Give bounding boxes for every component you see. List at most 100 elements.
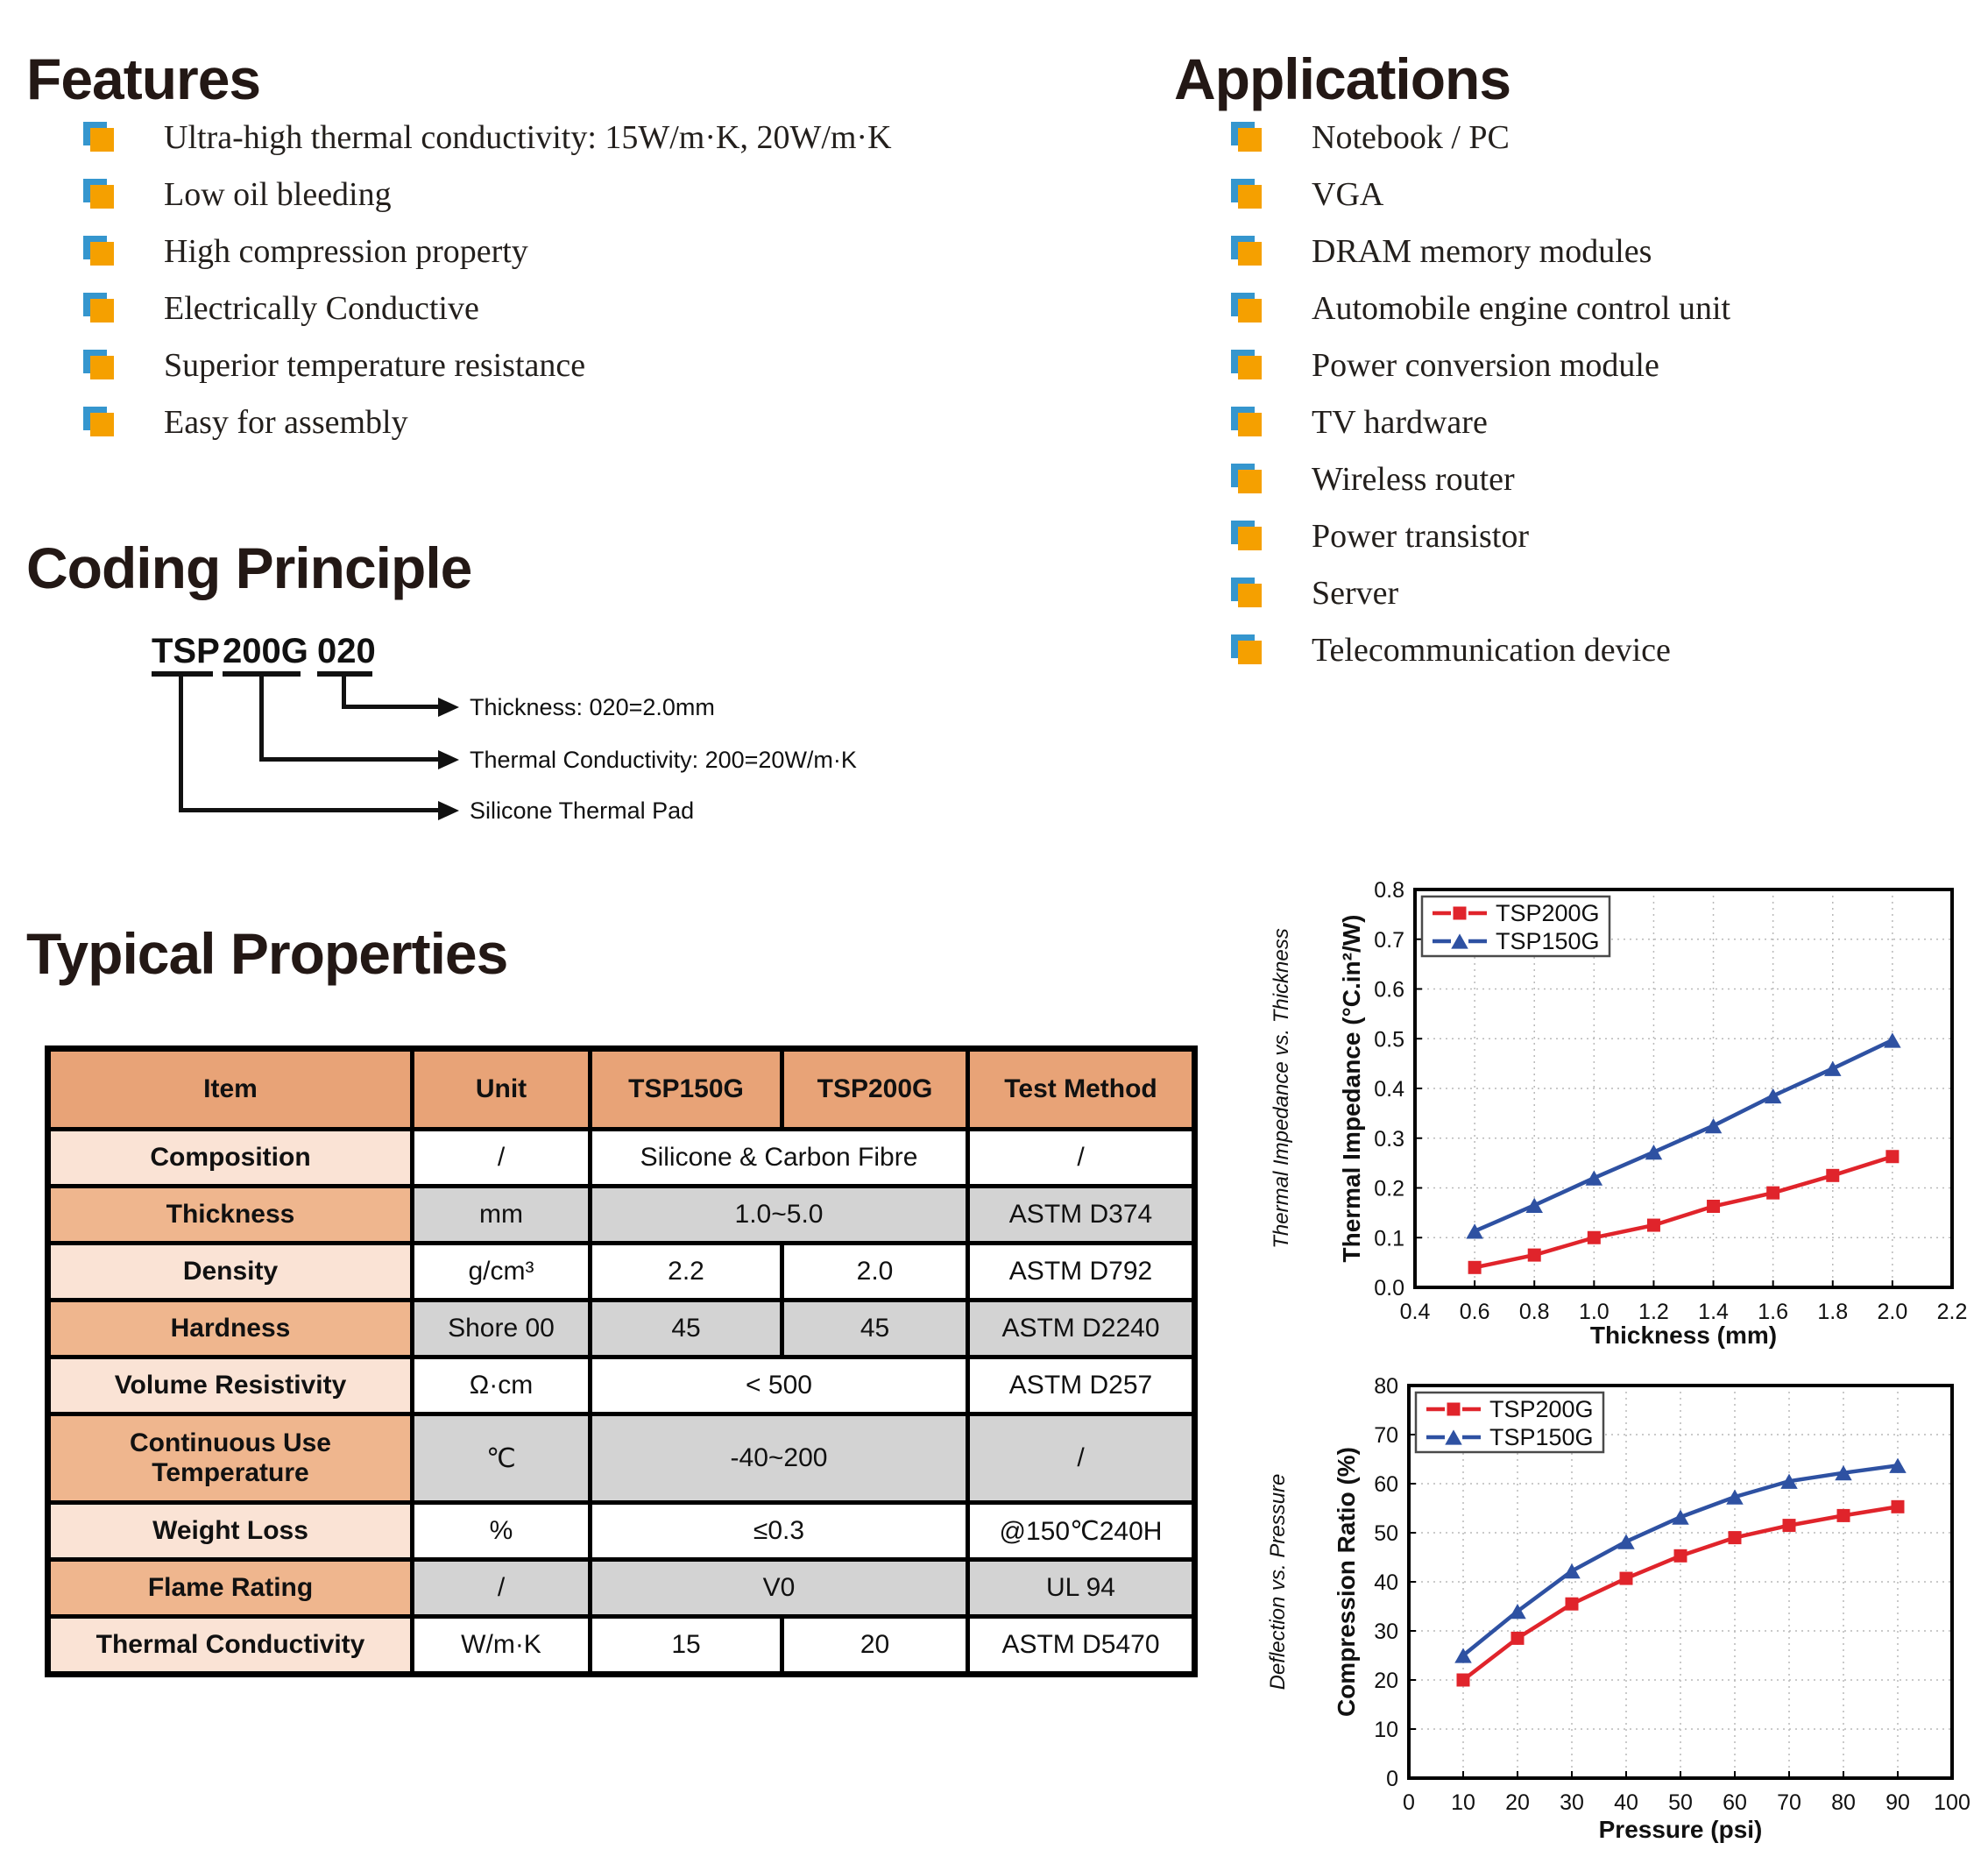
svg-text:30: 30: [1560, 1790, 1584, 1815]
row-unit-value: mm: [410, 1184, 592, 1245]
bullet-square-icon: [83, 122, 115, 152]
row-unit-value: Ω·cm: [410, 1355, 592, 1416]
bullet-square-icon: [1231, 293, 1263, 323]
svg-text:1.6: 1.6: [1758, 1300, 1788, 1324]
svg-text:10: 10: [1374, 1718, 1398, 1742]
column-header: TSP200G: [780, 1046, 970, 1131]
applications-list: Notebook / PC VGA DRAM memory modules Autom…: [1231, 109, 1730, 678]
row-test-method-value: UL 94: [966, 1557, 1197, 1619]
row-unit-value: %: [410, 1500, 592, 1562]
row-tsp200g-value: 20: [780, 1614, 970, 1676]
row-shared-value: ≤0.3: [588, 1500, 970, 1562]
svg-text:50: 50: [1374, 1521, 1398, 1546]
row-shared-value: 1.0~5.0: [588, 1184, 970, 1245]
application-item-label: Wireless router: [1312, 460, 1515, 498]
feature-item-label: Low oil bleeding: [164, 175, 392, 213]
coding-principle-heading: Coding Principle: [26, 535, 472, 601]
svg-text:10: 10: [1451, 1790, 1475, 1815]
svg-text:TSP200G: TSP200G: [1496, 900, 1600, 926]
row-tsp150g-value: 45: [588, 1298, 784, 1359]
svg-text:60: 60: [1723, 1790, 1747, 1815]
application-item-label: Server: [1312, 574, 1399, 612]
svg-text:80: 80: [1831, 1790, 1856, 1815]
feature-item-label: Electrically Conductive: [164, 289, 479, 327]
applications-heading: Applications: [1174, 46, 1511, 112]
bullet-square-icon: [83, 407, 115, 437]
svg-text:0.0: 0.0: [1374, 1276, 1404, 1301]
typical-properties-heading: Typical Properties: [26, 921, 508, 987]
svg-text:Compression Ratio (%): Compression Ratio (%): [1333, 1447, 1360, 1717]
row-unit-value: W/m·K: [410, 1614, 592, 1676]
row-shared-value: -40~200: [588, 1412, 970, 1505]
svg-text:20: 20: [1374, 1669, 1398, 1693]
application-item: Wireless router: [1231, 450, 1730, 507]
row-test-method-value: @150℃240H: [966, 1500, 1197, 1562]
svg-text:0.8: 0.8: [1374, 878, 1404, 903]
bullet-square-icon: [1231, 464, 1263, 494]
application-item-label: Automobile engine control unit: [1312, 289, 1731, 327]
diagram-connector-line: [179, 808, 440, 812]
svg-text:0.8: 0.8: [1519, 1300, 1550, 1324]
svg-text:1.0: 1.0: [1579, 1300, 1610, 1324]
svg-text:0.4: 0.4: [1374, 1077, 1404, 1102]
bullet-square-icon: [83, 350, 115, 380]
row-test-method-value: /: [966, 1127, 1197, 1188]
application-item: Notebook / PC: [1231, 109, 1730, 166]
row-item-label: Volume Resistivity: [46, 1355, 414, 1416]
arrow-right-icon: [438, 698, 459, 717]
diagram-connector-line: [259, 677, 264, 762]
bullet-square-icon: [83, 179, 115, 209]
bullet-square-icon: [1231, 634, 1263, 665]
row-tsp150g-value: 2.2: [588, 1241, 784, 1302]
deflection-pressure-chart: 0 10 20 30 40 50 60 70 80 90 100 0 10 20 30 40 50 60 70 80 P…: [1266, 1374, 1970, 1843]
features-heading: Features: [26, 46, 261, 112]
bullet-square-icon: [1231, 179, 1263, 209]
svg-text:0.6: 0.6: [1460, 1300, 1490, 1324]
application-item-label: Telecommunication device: [1312, 631, 1671, 669]
row-unit-value: /: [410, 1127, 592, 1188]
feature-item: Easy for assembly: [83, 393, 892, 450]
svg-text:40: 40: [1374, 1570, 1398, 1595]
code-label-thickness: Thickness: 020=2.0mm: [470, 694, 715, 720]
svg-text:0: 0: [1403, 1790, 1415, 1815]
feature-item-label: High compression property: [164, 232, 528, 270]
row-item-label: Continuous Use Temperature: [46, 1412, 414, 1505]
svg-text:0.3: 0.3: [1374, 1127, 1404, 1152]
application-item: Server: [1231, 564, 1730, 621]
row-item-label: Flame Rating: [46, 1557, 414, 1619]
application-item: Power transistor: [1231, 507, 1730, 564]
feature-item: Low oil bleeding: [83, 166, 892, 223]
row-unit-value: /: [410, 1557, 592, 1619]
svg-text:1.2: 1.2: [1638, 1300, 1669, 1324]
feature-item-label: Ultra-high thermal conductivity: 15W/m·K…: [164, 118, 892, 156]
arrow-right-icon: [438, 750, 459, 769]
row-test-method-value: ASTM D257: [966, 1355, 1197, 1416]
svg-text:60: 60: [1374, 1472, 1398, 1497]
diagram-connector-line: [179, 677, 183, 812]
column-header: TSP150G: [588, 1046, 784, 1131]
svg-text:Thickness (mm): Thickness (mm): [1590, 1322, 1777, 1349]
svg-text:TSP150G: TSP150G: [1489, 1424, 1594, 1450]
svg-text:2.2: 2.2: [1937, 1300, 1968, 1324]
row-shared-value: Silicone & Carbon Fibre: [588, 1127, 970, 1188]
application-item: TV hardware: [1231, 393, 1730, 450]
bullet-square-icon: [83, 293, 115, 323]
svg-text:40: 40: [1614, 1790, 1638, 1815]
svg-text:Deflection vs. Pressure: Deflection vs. Pressure: [1266, 1474, 1290, 1690]
row-item-label: Thermal Conductivity: [46, 1614, 414, 1676]
row-item-label: Density: [46, 1241, 414, 1302]
row-unit-value: ℃: [410, 1412, 592, 1505]
code-part-020: 020: [317, 631, 376, 677]
svg-text:80: 80: [1374, 1374, 1398, 1399]
features-list: Ultra-high thermal conductivity: 15W/m·K…: [83, 109, 892, 450]
row-item-label: Composition: [46, 1127, 414, 1188]
row-test-method-value: ASTM D792: [966, 1241, 1197, 1302]
application-item: DRAM memory modules: [1231, 223, 1730, 280]
diagram-connector-line: [259, 757, 440, 762]
svg-text:Pressure (psi): Pressure (psi): [1599, 1816, 1763, 1843]
application-item-label: Power transistor: [1312, 517, 1530, 555]
svg-text:50: 50: [1668, 1790, 1693, 1815]
feature-item-label: Superior temperature resistance: [164, 346, 586, 384]
svg-text:Thermal Impedance (°C.in²/W): Thermal Impedance (°C.in²/W): [1338, 914, 1365, 1262]
